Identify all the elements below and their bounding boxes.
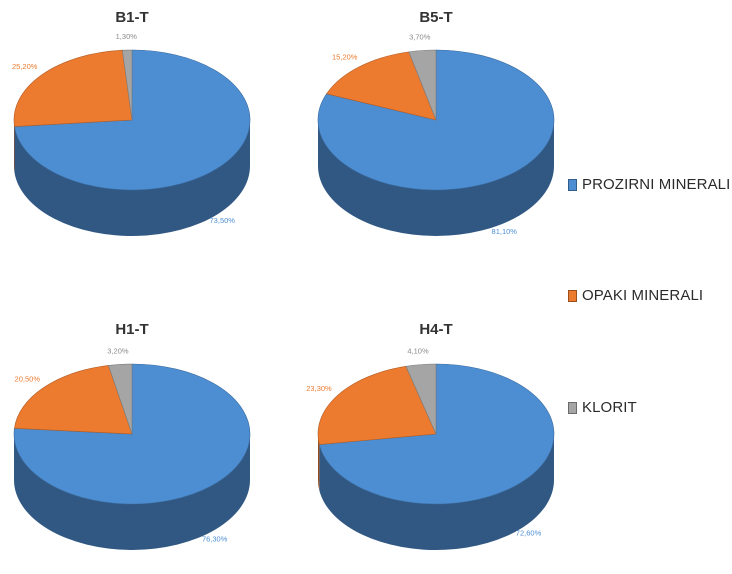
legend-item-opaki-minerali: OPAKI MINERALI <box>568 287 703 304</box>
chart-title: B1-T <box>115 9 148 26</box>
pie-slice-prozirni-minerali <box>317 49 555 191</box>
pie-slice-klorit <box>405 363 437 435</box>
pie-side-opaki-minerali <box>317 434 320 491</box>
pie-side-prozirni-minerali <box>319 434 554 551</box>
legend-label-prozirni-minerali: PROZIRNI MINERALI <box>582 176 731 193</box>
pie-chart-h1-t: H1-T 76,30% 20,50% 3,20% <box>13 321 251 550</box>
pie-side-prozirni-minerali <box>14 120 251 236</box>
data-label-prozirni-minerali: 76,30% <box>202 534 228 543</box>
pie-chart-h4-t: H4-T 72,60% 23,30% 4,10% <box>306 321 555 551</box>
chart-title: H1-T <box>115 321 148 338</box>
data-label-prozirni-minerali: 73,50% <box>210 216 236 225</box>
data-label-opaki-minerali: 23,30% <box>306 384 332 393</box>
data-label-opaki-minerali: 25,20% <box>12 62 38 71</box>
legend-swatch-klorit <box>568 401 577 414</box>
data-label-klorit: 1,30% <box>116 32 138 41</box>
data-label-opaki-minerali: 15,20% <box>332 52 358 61</box>
legend-swatch-prozirni-minerali <box>568 178 577 191</box>
pie-slice-opaki-minerali <box>13 49 133 127</box>
pie-side-opaki-minerali <box>14 120 15 173</box>
data-label-prozirni-minerali: 72,60% <box>516 529 542 538</box>
data-label-opaki-minerali: 20,50% <box>15 374 41 383</box>
pie-slice-opaki-minerali <box>326 51 437 121</box>
chart-title: B5-T <box>419 9 452 26</box>
pie-chart-b5-t: B5-T 81,10% 15,20% 3,70% <box>317 9 555 236</box>
pie-slice-prozirni-minerali <box>318 363 555 505</box>
data-label-prozirni-minerali: 81,10% <box>492 227 518 236</box>
legend-item-klorit: KLORIT <box>568 399 637 416</box>
chart-title: H4-T <box>419 321 452 338</box>
pie-slice-opaki-minerali <box>317 365 437 445</box>
legend-item-prozirni-minerali: PROZIRNI MINERALI <box>568 176 730 193</box>
pie-chart-b1-t: B1-T 73,50% 25,20% 1,30% <box>12 9 251 236</box>
pie-slice-prozirni-minerali <box>13 363 251 505</box>
legend-label-klorit: KLORIT <box>582 399 637 416</box>
pie-slice-klorit <box>408 49 437 121</box>
pie-side-prozirni-minerali <box>14 434 250 550</box>
chart-legend: PROZIRNI MINERALI OPAKI MINERALI KLORIT <box>568 0 732 574</box>
data-label-klorit: 3,20% <box>107 346 129 355</box>
pie-slice-klorit <box>122 49 133 121</box>
data-label-klorit: 3,70% <box>409 33 431 42</box>
pie-slice-opaki-minerali <box>14 365 133 435</box>
data-label-klorit: 4,10% <box>407 347 429 356</box>
legend-label-opaki-minerali: OPAKI MINERALI <box>582 287 704 304</box>
legend-swatch-opaki-minerali <box>568 289 577 302</box>
pie-side-prozirni-minerali <box>318 120 554 236</box>
pie-slice-klorit <box>108 363 133 435</box>
